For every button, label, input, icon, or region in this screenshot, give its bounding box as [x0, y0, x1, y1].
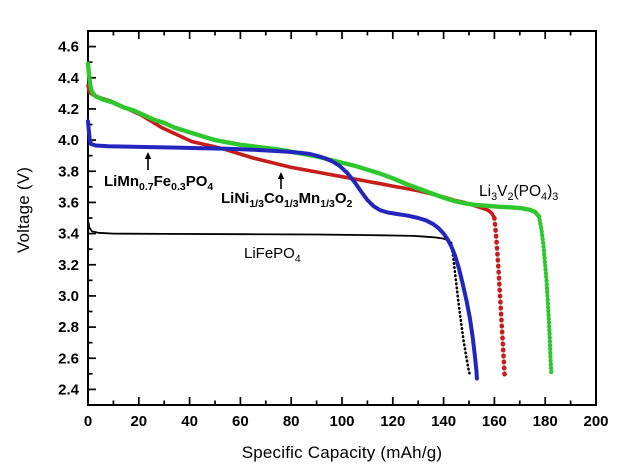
label-limn07fe03po4: LiMn0.7Fe0.3PO4	[104, 173, 213, 193]
y-tick-label: 3.6	[58, 194, 79, 211]
x-tick-label: 200	[583, 413, 608, 430]
x-tick-label: 40	[181, 413, 198, 430]
y-tick-label: 4.6	[58, 39, 79, 56]
series-curve-lini13co13mn13o2	[492, 215, 508, 381]
x-axis-title: Specific Capacity (mAh/g)	[241, 443, 443, 462]
label-lini13co13mn13o2-arrowhead	[277, 172, 285, 179]
label-li3v2po43: Li3V2(PO4)3	[479, 183, 558, 203]
x-tick-label: 20	[130, 413, 147, 430]
x-tick-label: 160	[482, 413, 507, 430]
x-tick-label: 0	[84, 413, 92, 430]
series-curve-lifepo4	[87, 221, 453, 244]
x-tick-label: 80	[283, 413, 300, 430]
y-tick-label: 3.2	[58, 257, 79, 274]
y-tick-label: 3.4	[58, 226, 80, 243]
y-tick-label: 2.4	[58, 381, 80, 398]
plot-border	[87, 30, 597, 406]
x-tick-label: 60	[232, 413, 249, 430]
x-tick-label: 100	[329, 413, 354, 430]
y-tick-label: 2.8	[58, 319, 79, 336]
x-tick-label: 120	[380, 413, 405, 430]
y-tick-label: 3.8	[58, 163, 79, 180]
y-tick-label: 4.4	[58, 70, 80, 87]
y-tick-label: 3.0	[58, 288, 79, 305]
label-lini13co13mn13o2: LiNi1/3Co1/3Mn1/3O2	[221, 190, 353, 210]
y-axis-title: Voltage (V)	[14, 166, 33, 254]
x-tick-label: 140	[431, 413, 456, 430]
series-curve-lifepo4	[449, 241, 472, 377]
y-tick-label: 4.2	[58, 101, 79, 118]
series-curve-li3v2po43	[536, 214, 554, 376]
label-lifepo4: LiFePO4	[244, 245, 301, 265]
series-curve-limn07fe03po4	[86, 119, 479, 381]
label-limn07fe03po4-arrowhead	[144, 152, 152, 159]
y-tick-label: 4.0	[58, 132, 79, 149]
y-tick-label: 2.6	[58, 350, 79, 367]
x-tick-label: 180	[533, 413, 558, 430]
